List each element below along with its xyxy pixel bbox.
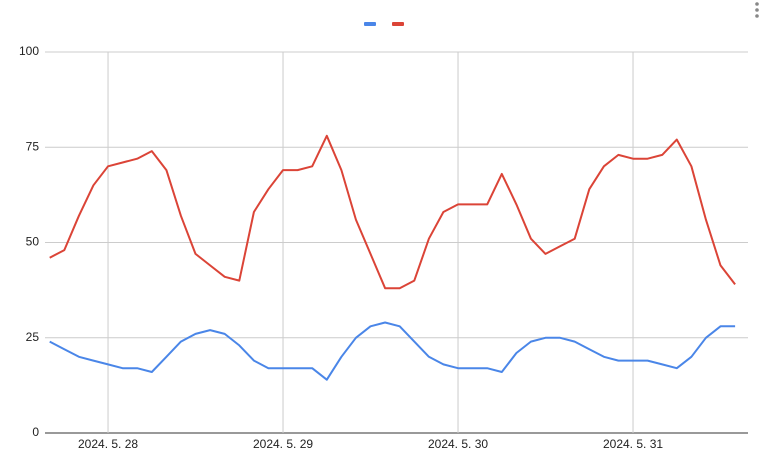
series-line <box>49 134 736 290</box>
x-tick-label: 2024. 5. 31 <box>603 437 663 451</box>
menu-dot <box>755 14 759 18</box>
series-line <box>49 321 736 381</box>
legend-swatch <box>392 22 404 26</box>
x-tick-label: 2024. 5. 29 <box>253 437 313 451</box>
menu-icon[interactable] <box>755 2 759 18</box>
y-tick-label: 75 <box>26 139 40 153</box>
x-tick-label: 2024. 5. 30 <box>428 437 488 451</box>
y-tick-label: 50 <box>26 235 40 249</box>
menu-dot <box>755 8 759 12</box>
legend-swatch <box>364 22 376 26</box>
y-tick-label: 0 <box>32 425 39 439</box>
x-tick-label: 2024. 5. 28 <box>78 437 138 451</box>
y-tick-label: 100 <box>19 44 39 58</box>
menu-dot <box>755 2 759 6</box>
y-tick-label: 25 <box>26 330 40 344</box>
